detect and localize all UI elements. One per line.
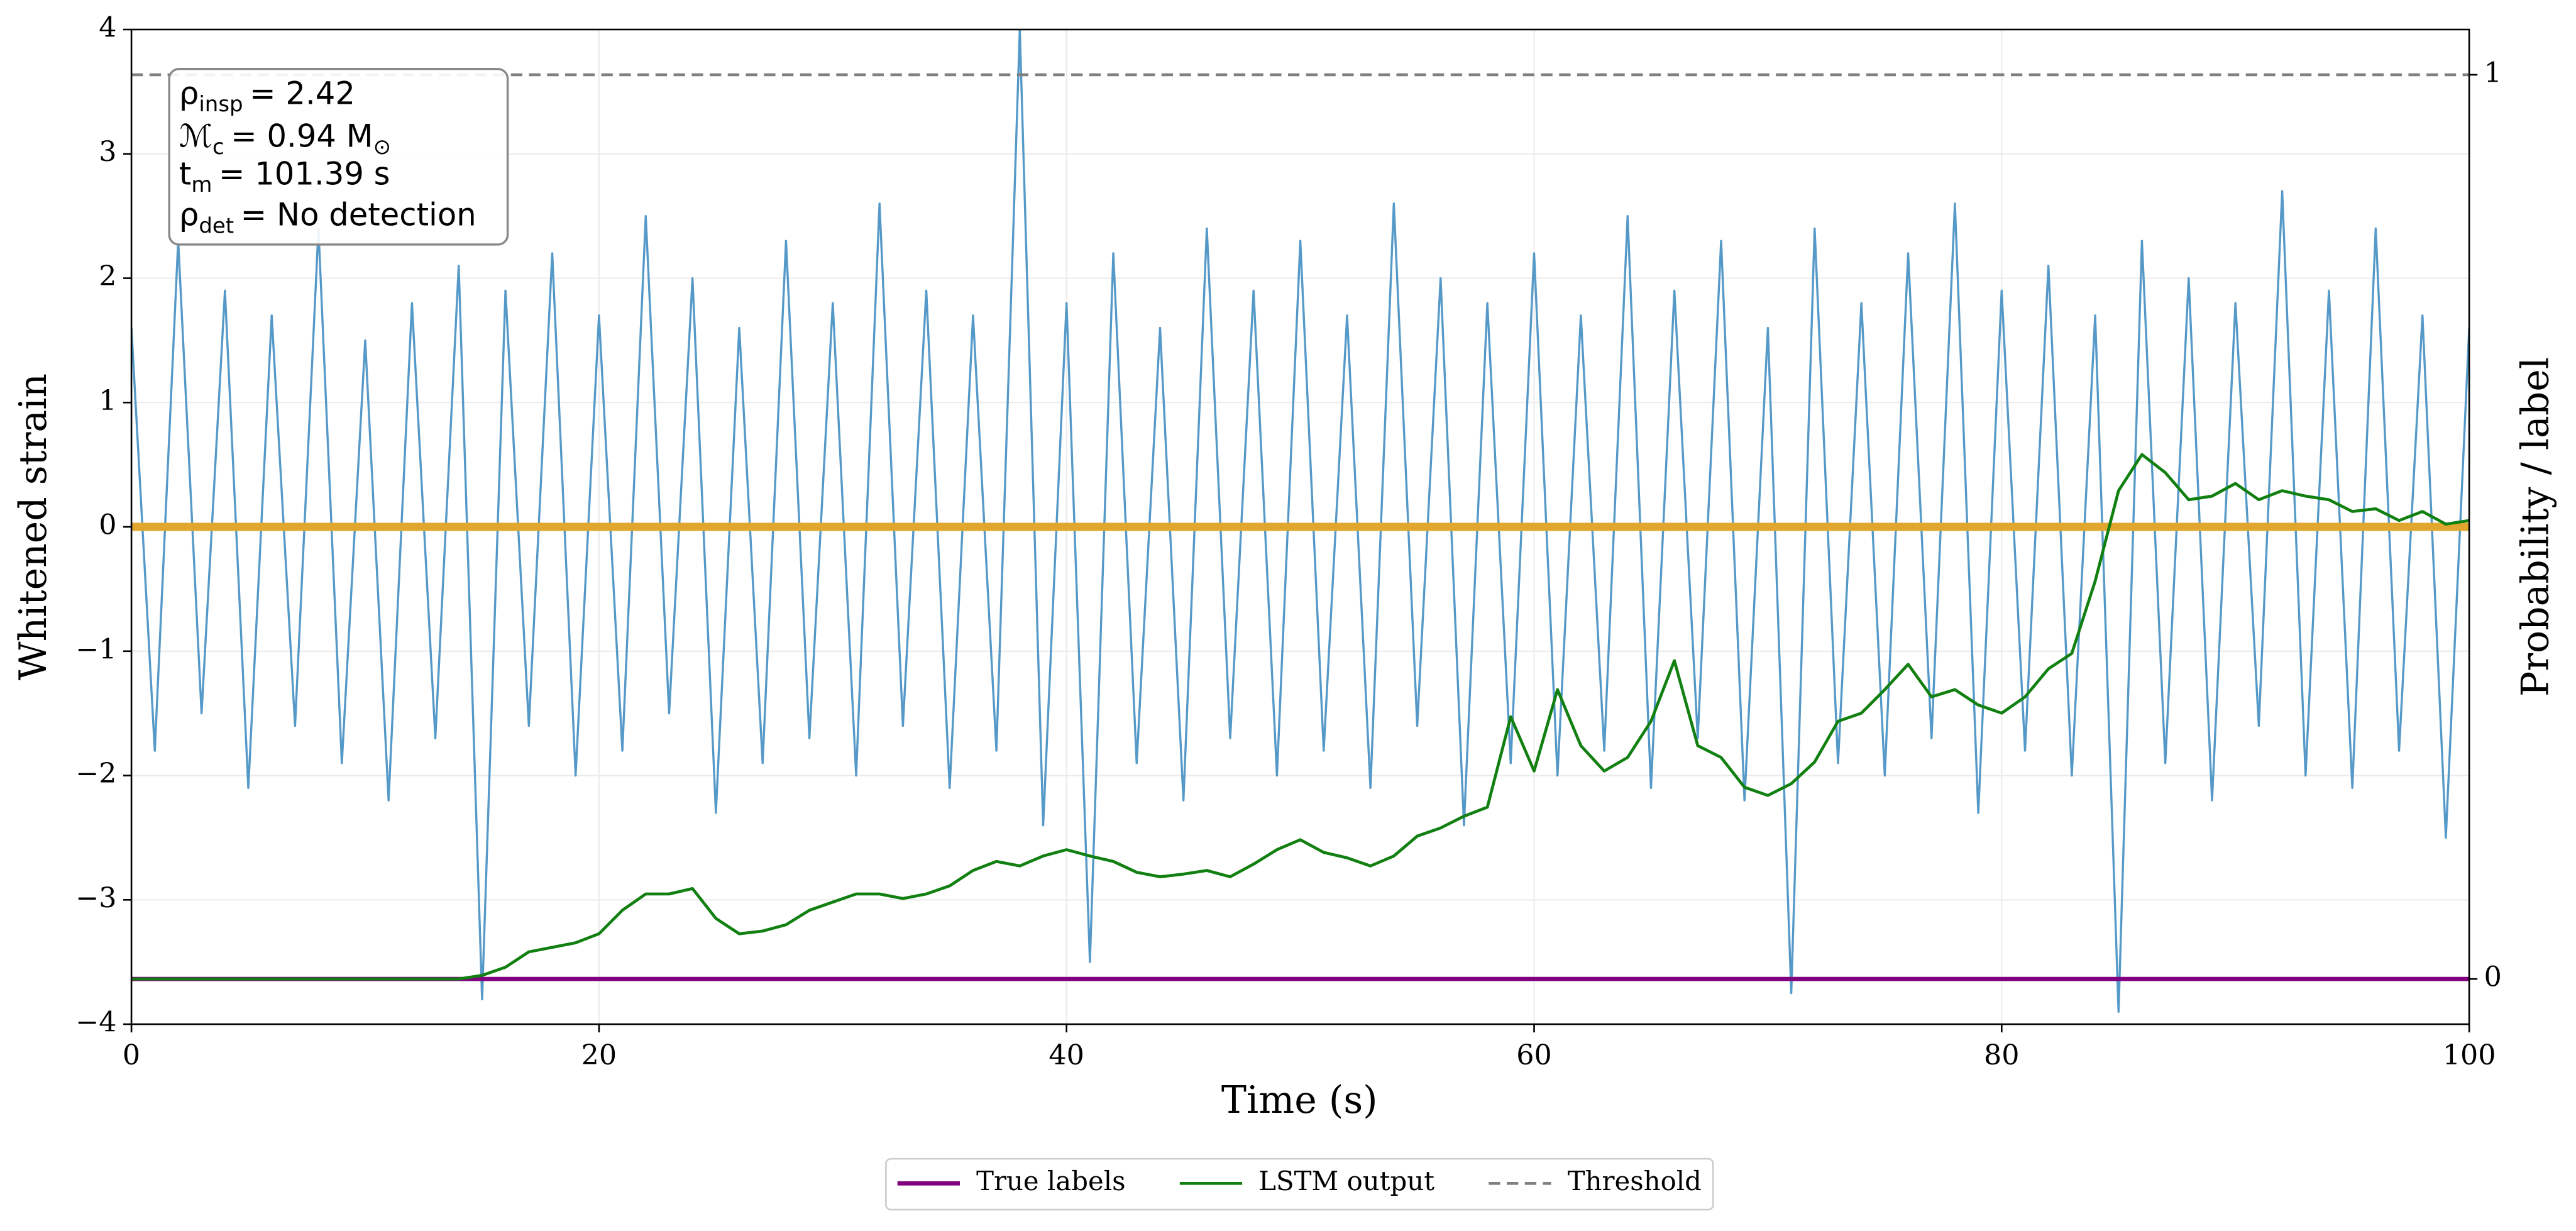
- y-tick-label: −3: [75, 882, 116, 914]
- annotation-part: t: [179, 155, 191, 192]
- x-tick-label: 0: [123, 1039, 140, 1071]
- annotation-part: ρ: [179, 75, 199, 111]
- x-axis-label: Time (s): [1221, 1078, 1378, 1122]
- legend-label: Threshold: [1568, 1166, 1702, 1196]
- annotation-part: = 2.42: [250, 75, 355, 111]
- annotation-text: ρdet = No detection: [179, 196, 476, 238]
- signal-line: [131, 29, 2470, 1013]
- annotation-text: ρinsp = 2.42: [179, 75, 355, 117]
- x-tick-label: 40: [1049, 1039, 1084, 1071]
- y2-tick-label: 0: [2484, 961, 2502, 993]
- annotation-box: [168, 67, 509, 246]
- annotation-part: ⊙: [373, 134, 391, 159]
- x-tick-label: 100: [2443, 1039, 2496, 1071]
- x-tick-label: 60: [1516, 1039, 1552, 1071]
- y-tick-label: 2: [99, 260, 116, 292]
- y2-axis-label: Probability / label: [2513, 357, 2557, 697]
- series-line: [131, 453, 2470, 981]
- y-tick-label: −2: [75, 758, 116, 790]
- annotation-part: det: [199, 213, 234, 238]
- y-tick-label: −1: [75, 633, 116, 665]
- legend-label: LSTM output: [1258, 1166, 1434, 1196]
- legend-box: [885, 1157, 1714, 1211]
- y2-tick-label: 1: [2484, 57, 2502, 89]
- y-axis-label: Whitened strain: [11, 373, 55, 680]
- annotation-part: ℳ: [179, 118, 212, 154]
- annotation-part: ρ: [179, 196, 199, 233]
- annotation-part: = 0.94 M: [231, 118, 373, 154]
- annotation-part: = 101.39 s: [219, 155, 390, 192]
- annotation-text: ℳc = 0.94 M⊙: [179, 118, 391, 160]
- y-tick-label: 1: [99, 385, 116, 417]
- legend-label: True labels: [976, 1166, 1125, 1196]
- y-tick-label: 4: [99, 12, 116, 44]
- annotation-part: m: [191, 172, 212, 197]
- annotation-part: = No detection: [241, 196, 476, 233]
- annotation-part: insp: [199, 92, 243, 117]
- annotation-text: tm = 101.39 s: [179, 155, 390, 197]
- x-tick-label: 20: [581, 1039, 617, 1071]
- y-tick-label: 0: [99, 509, 116, 541]
- x-tick-label: 80: [1984, 1039, 2020, 1071]
- y-tick-label: 3: [99, 136, 116, 168]
- annotation-part: c: [212, 134, 224, 159]
- legend: True labels LSTM output Threshold: [885, 1157, 1714, 1211]
- y-tick-label: −4: [75, 1007, 116, 1039]
